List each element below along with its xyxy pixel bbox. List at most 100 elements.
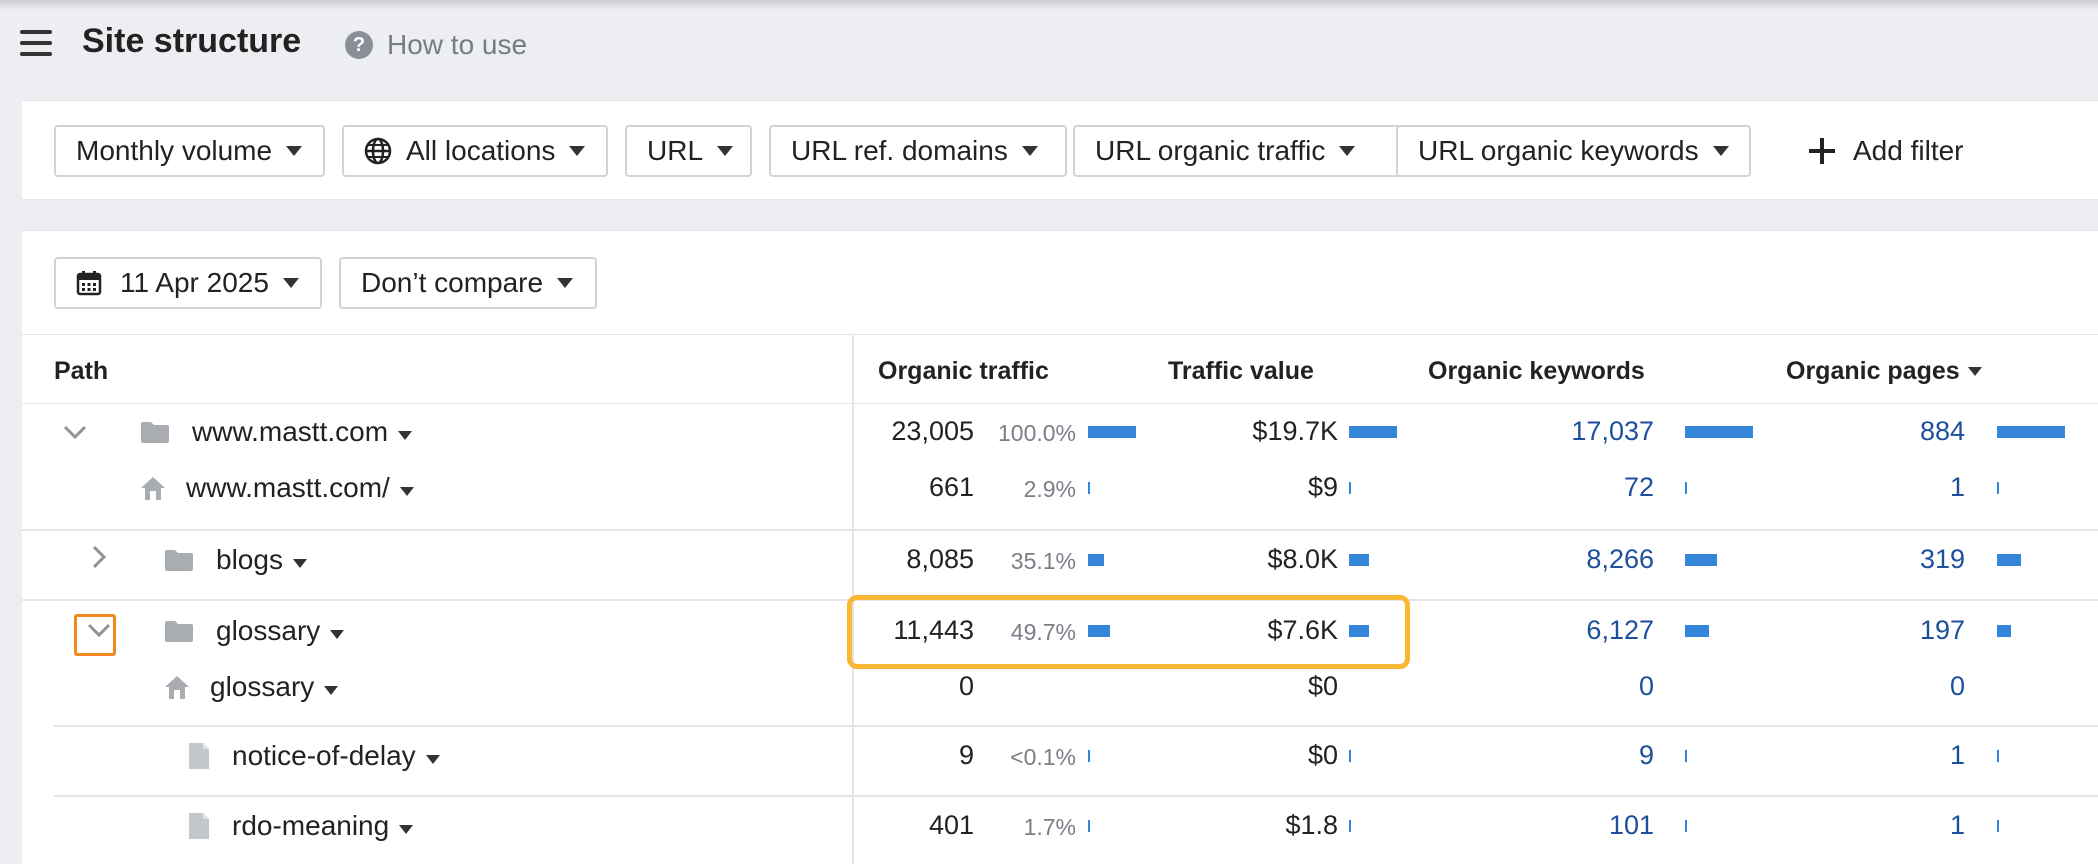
path-label[interactable]: notice-of-delay <box>232 740 416 771</box>
filter-label: URL organic keywords <box>1418 135 1699 166</box>
url-organic-traffic-filter[interactable]: URL organic traffic <box>1073 125 1401 177</box>
highlight-traffic-box <box>847 595 1410 669</box>
filter-label: All locations <box>406 135 556 166</box>
table-row[interactable]: blogs 8,085 35.1% $8.0K 8,266 319 <box>22 532 2098 588</box>
caret-down-icon[interactable] <box>398 430 413 440</box>
page-header: Site structure ? How to use <box>0 0 2098 90</box>
traffic-bar <box>1088 482 1090 494</box>
organic-pages-link[interactable]: 0 <box>1949 671 1965 701</box>
traffic-value-cell: $7.6K <box>1267 615 1338 645</box>
organic-keywords-link[interactable]: 101 <box>1608 810 1654 840</box>
organic-pages-link[interactable]: 1 <box>1949 472 1965 502</box>
caret-down-icon[interactable] <box>399 824 414 834</box>
traffic-share: 35.1% <box>1010 548 1076 574</box>
organic-traffic-value: 401 <box>928 810 974 840</box>
collapse-chevron-icon[interactable] <box>84 615 114 645</box>
path-cell[interactable]: www.mastt.com/ <box>140 468 414 508</box>
table-row[interactable]: notice-of-delay 9 <0.1% $0 9 1 <box>22 728 2098 784</box>
collapse-chevron-icon[interactable] <box>60 417 90 447</box>
column-organic-pages-label: Organic pages <box>1786 357 1960 385</box>
traffic-value-cell: $1.8 <box>1285 810 1338 840</box>
menu-icon[interactable] <box>20 30 52 56</box>
column-path[interactable]: Path <box>54 357 109 385</box>
folder-icon <box>165 550 193 571</box>
filter-label: URL organic traffic <box>1095 135 1326 166</box>
traffic-bar <box>1088 554 1104 566</box>
organic-pages-link[interactable]: 884 <box>1919 416 1965 446</box>
caret-down-icon <box>1339 146 1356 156</box>
path-cell[interactable]: blogs <box>164 540 307 580</box>
table-row[interactable]: glossary 0 $0 0 0 <box>22 659 2098 715</box>
organic-pages-link[interactable]: 1 <box>1949 740 1965 770</box>
path-cell[interactable]: glossary <box>164 667 339 707</box>
path-label[interactable]: glossary <box>210 671 315 702</box>
traffic-bar <box>1088 750 1090 762</box>
column-organic-pages[interactable]: Organic pages <box>1786 357 1982 386</box>
file-icon <box>189 743 209 769</box>
organic-pages-link[interactable]: 1 <box>1949 810 1965 840</box>
traffic-share: 100.0% <box>997 420 1076 446</box>
organic-keywords-link[interactable]: 9 <box>1638 740 1654 770</box>
traffic-value-cell: $19.7K <box>1252 416 1338 446</box>
organic-pages-link[interactable]: 197 <box>1919 615 1965 645</box>
add-filter-button[interactable]: Add filter <box>1809 125 1964 177</box>
path-cell[interactable]: rdo-meaning <box>188 806 414 846</box>
pages-bar <box>1997 750 1999 762</box>
value-bar <box>1349 820 1351 832</box>
traffic-bar <box>1088 426 1136 438</box>
filter-label: URL <box>647 135 704 166</box>
organic-keywords-link[interactable]: 72 <box>1623 472 1654 502</box>
plus-icon <box>1809 138 1835 164</box>
caret-down-icon <box>286 146 303 156</box>
caret-down-icon[interactable] <box>399 486 414 496</box>
pages-bar <box>1997 426 2065 438</box>
site-structure-panel: 11 Apr 2025 Don’t compare Path Organic t… <box>22 230 2098 864</box>
date-picker-button[interactable]: 11 Apr 2025 <box>54 257 322 309</box>
caret-down-icon[interactable] <box>330 629 345 639</box>
organic-keywords-link[interactable]: 8,266 <box>1586 544 1654 574</box>
path-cell[interactable]: www.mastt.com <box>140 412 413 452</box>
path-label[interactable]: www.mastt.com <box>192 416 389 447</box>
monthly-volume-filter[interactable]: Monthly volume <box>54 125 325 177</box>
traffic-bar <box>1088 625 1110 637</box>
path-label[interactable]: blogs <box>216 544 283 575</box>
table-row[interactable]: rdo-meaning 401 1.7% $1.8 101 1 <box>22 798 2098 854</box>
column-organic-keywords[interactable]: Organic keywords <box>1428 357 1645 385</box>
table-row[interactable]: www.mastt.com/661 2.9% $9 72 1 <box>22 460 2098 516</box>
path-label[interactable]: www.mastt.com/ <box>186 472 390 503</box>
expand-chevron-icon[interactable] <box>84 542 114 572</box>
table-row[interactable]: glossary 11,443 49.7% $7.6K 6,127 197 <box>22 603 2098 659</box>
path-label[interactable]: glossary <box>216 615 321 646</box>
organic-keywords-link[interactable]: 0 <box>1638 671 1654 701</box>
value-bar <box>1349 482 1351 494</box>
traffic-value-cell: $8.0K <box>1267 544 1338 574</box>
compare-button[interactable]: Don’t compare <box>339 257 597 309</box>
organic-traffic-value: 661 <box>928 472 974 502</box>
organic-traffic-value: 0 <box>958 671 974 701</box>
organic-traffic-value: 9 <box>958 740 974 770</box>
home-icon <box>141 477 165 500</box>
url-filter[interactable]: URL <box>625 125 752 177</box>
table-row[interactable]: www.mastt.com 23,005 100.0% $19.7K 17,037 884 <box>22 404 2098 460</box>
caret-down-icon <box>1021 146 1038 156</box>
url-ref-domains-filter[interactable]: URL ref. domains <box>769 125 1067 177</box>
caret-down-icon[interactable] <box>324 685 339 695</box>
date-label: 11 Apr 2025 <box>120 267 269 298</box>
how-to-use-link[interactable]: ? How to use <box>345 28 527 62</box>
organic-keywords-link[interactable]: 6,127 <box>1586 615 1654 645</box>
path-cell[interactable]: notice-of-delay <box>188 736 440 776</box>
organic-keywords-link[interactable]: 17,037 <box>1571 416 1654 446</box>
caret-down-icon[interactable] <box>292 558 307 568</box>
organic-pages-link[interactable]: 319 <box>1919 544 1965 574</box>
path-label[interactable]: rdo-meaning <box>232 810 390 841</box>
column-traffic-value[interactable]: Traffic value <box>1168 357 1314 385</box>
folder-icon <box>141 422 169 443</box>
locations-filter[interactable]: All locations <box>342 125 608 177</box>
path-cell[interactable]: glossary <box>164 611 345 651</box>
caret-down-icon[interactable] <box>425 754 440 764</box>
caret-down-icon <box>1712 146 1729 156</box>
caret-down-icon <box>717 146 734 156</box>
column-organic-traffic[interactable]: Organic traffic <box>878 357 1049 385</box>
help-icon: ? <box>345 31 373 59</box>
url-organic-keywords-filter[interactable]: URL organic keywords <box>1396 125 1751 177</box>
